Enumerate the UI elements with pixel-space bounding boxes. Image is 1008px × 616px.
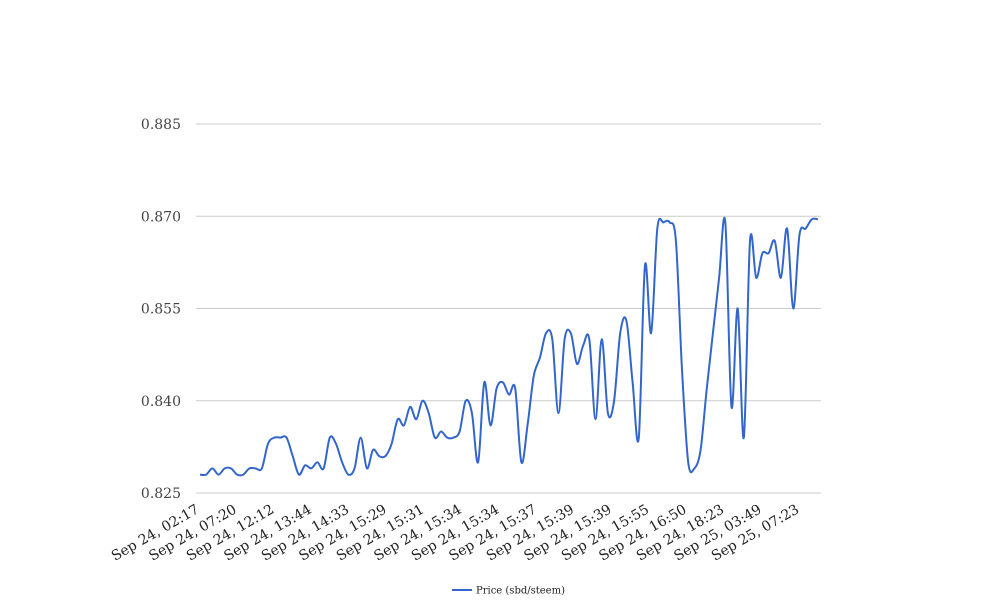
y-tick-label: 0.885 <box>141 117 181 133</box>
y-tick-label: 0.840 <box>141 394 181 410</box>
gridlines <box>196 123 821 494</box>
y-axis-tick-labels: 0.825 0.840 0.855 0.870 0.885 <box>141 117 181 502</box>
series-line-price <box>199 217 819 477</box>
y-tick-label: 0.855 <box>141 302 181 318</box>
series-lines <box>199 217 819 477</box>
legend-label-price: Price (sbd/steem) <box>476 586 565 597</box>
y-tick-label: 0.825 <box>141 486 181 502</box>
legend: Price (sbd/steem) <box>452 586 565 597</box>
y-tick-label: 0.870 <box>141 209 181 225</box>
